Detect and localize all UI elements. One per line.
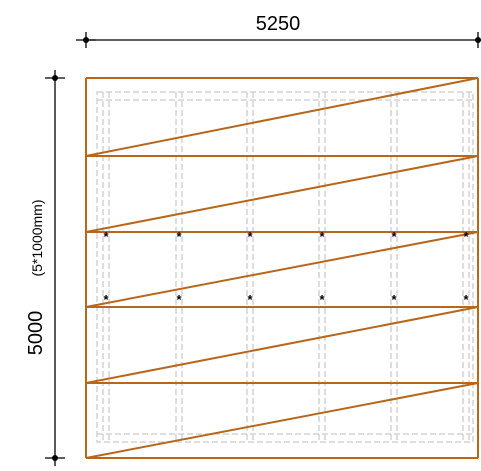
frame-brace-4	[85, 306, 479, 384]
height-dimension-label: 5000	[25, 311, 47, 356]
grid-layer	[96, 91, 474, 443]
marker-asterisk-r2-c2: *	[176, 292, 182, 307]
height-dimension-node-top	[52, 75, 58, 81]
width-dimension: 5250	[76, 13, 481, 48]
marker-asterisk-r1-c6: *	[463, 229, 469, 244]
frame-brace-3	[85, 231, 479, 308]
height-dimension-sub-label: (5*1000mm)	[29, 199, 45, 276]
marker-asterisk-r2-c4: *	[319, 292, 325, 307]
marker-asterisk-r2-c1: *	[103, 292, 109, 307]
width-dimension-label: 5250	[256, 13, 301, 35]
frame-layer	[85, 77, 479, 459]
marker-asterisk-r1-c3: *	[247, 229, 253, 244]
frame-brace-5	[85, 382, 479, 459]
height-dimension: 5000 (5*1000mm)	[25, 70, 65, 466]
marker-asterisk-r1-c4: *	[319, 229, 325, 244]
marker-asterisk-r1-c2: *	[176, 229, 182, 244]
marker-asterisk-r2-c3: *	[247, 292, 253, 307]
grid-outline	[96, 91, 474, 443]
frame-brace-1	[85, 77, 479, 157]
marker-asterisk-r1-c1: *	[103, 229, 109, 244]
frame-brace-2	[85, 155, 479, 233]
marker-asterisk-r1-c5: *	[391, 229, 397, 244]
width-dimension-node-right	[475, 37, 481, 43]
width-dimension-node-left	[83, 37, 89, 43]
marker-asterisk-r2-c6: *	[463, 292, 469, 307]
marker-asterisk-r2-c5: *	[391, 292, 397, 307]
marker-layer: * * * * * * * * * * * *	[103, 229, 469, 307]
height-dimension-node-bottom	[52, 455, 58, 461]
